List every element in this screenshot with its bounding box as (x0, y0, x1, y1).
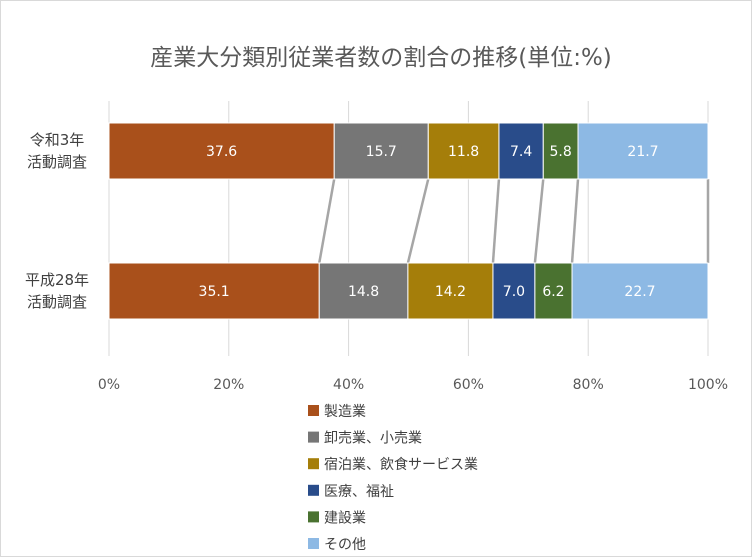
chart-title: 産業大分類別従業者数の割合の推移(単位:%) (150, 45, 612, 71)
bar-segment (427, 122, 500, 180)
bar-segment (407, 262, 494, 320)
bar-segment (534, 262, 573, 320)
data-label: 15.7 (366, 144, 397, 160)
data-label: 6.2 (542, 284, 564, 300)
series-line (533, 178, 545, 264)
bar-segment (542, 122, 579, 180)
x-tick-label: 80% (573, 377, 604, 393)
data-label: 5.8 (550, 144, 572, 160)
bar-segment (571, 262, 709, 320)
legend-swatch (308, 484, 319, 496)
category-label: 令和3年 (30, 131, 85, 149)
data-label: 14.8 (348, 284, 379, 300)
data-label: 11.8 (448, 144, 479, 160)
legend-label: 建設業 (324, 510, 366, 526)
data-label: 7.0 (503, 284, 525, 300)
series-line (318, 178, 336, 264)
data-label: 7.4 (510, 144, 532, 160)
series-line (491, 178, 501, 264)
x-tick-label: 20% (213, 377, 244, 393)
x-tick-label: 0% (98, 377, 120, 393)
legend-swatch (308, 538, 319, 549)
series-lines (318, 178, 710, 264)
series-line (406, 178, 430, 264)
data-label: 22.7 (624, 284, 655, 300)
category-label: 平成28年 (25, 271, 89, 289)
category-label: 活動調査 (27, 153, 87, 171)
x-tick-label: 40% (333, 377, 364, 393)
value-axis: 0% 20% 40% 60% 80% 100% (98, 377, 728, 393)
series-line (570, 178, 580, 264)
x-tick-label: 60% (453, 377, 484, 393)
bar-segment (108, 122, 335, 180)
legend-swatch (308, 405, 319, 416)
category-label: 活動調査 (27, 293, 87, 311)
data-label: 37.6 (206, 144, 237, 160)
legend-label: その他 (324, 537, 366, 553)
bar-segment (333, 122, 429, 180)
legend-label: 医療、福祉 (324, 483, 394, 500)
data-label: 14.2 (435, 284, 466, 300)
legend-label: 製造業 (324, 404, 366, 420)
data-label: 21.7 (627, 144, 658, 160)
bar-segment (498, 122, 544, 180)
x-tick-label: 100% (688, 377, 728, 393)
legend-swatch (308, 458, 319, 470)
legend-label: 卸売業、小売業 (324, 431, 422, 447)
bars: 37.6 15.7 11.8 7.4 5.8 21.7 35.1 14.8 14.2 7.0 6.2… (108, 122, 709, 320)
legend-label: 宿泊業、飲食サービス業 (324, 456, 478, 473)
bar-segment (577, 122, 709, 180)
data-label: 35.1 (199, 284, 230, 300)
legend-swatch (308, 511, 319, 523)
legend-swatch (308, 431, 319, 443)
